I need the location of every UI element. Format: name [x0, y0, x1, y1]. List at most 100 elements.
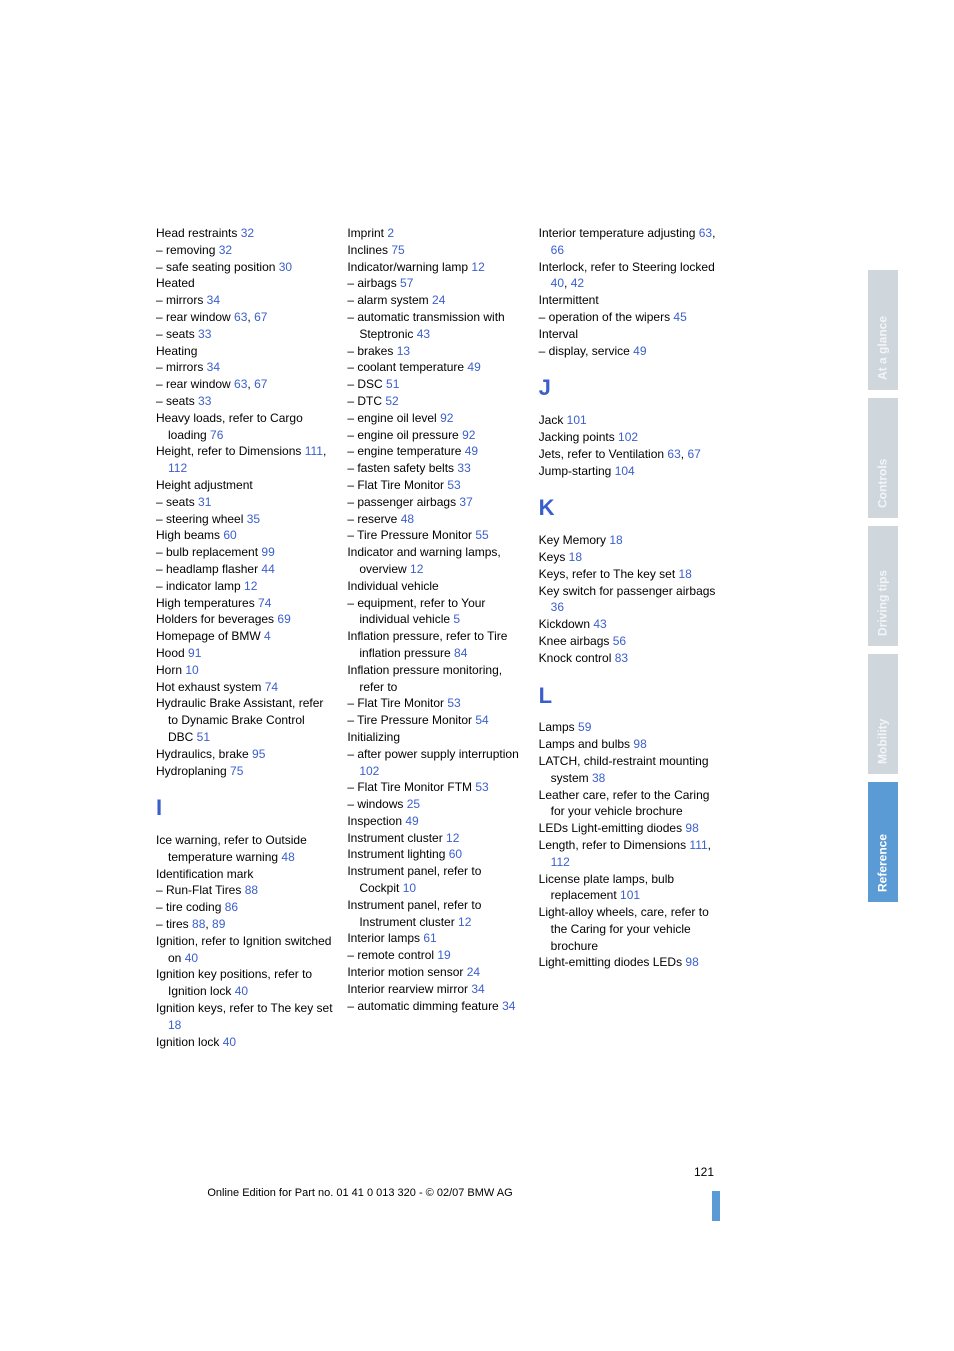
page-ref[interactable]: 52: [385, 394, 398, 408]
page-ref[interactable]: 66: [551, 243, 564, 257]
page-ref[interactable]: 53: [447, 696, 460, 710]
page-ref[interactable]: 98: [633, 737, 646, 751]
page-ref[interactable]: 67: [254, 310, 267, 324]
page-ref[interactable]: 63: [234, 310, 247, 324]
page-ref[interactable]: 43: [593, 617, 606, 631]
page-ref[interactable]: 49: [405, 814, 418, 828]
page-ref[interactable]: 112: [551, 855, 570, 869]
page-ref[interactable]: 18: [168, 1018, 181, 1032]
page-ref[interactable]: 111: [689, 838, 707, 852]
page-ref[interactable]: 32: [219, 243, 232, 257]
page-ref[interactable]: 34: [502, 999, 515, 1013]
page-ref[interactable]: 12: [471, 260, 484, 274]
page-ref[interactable]: 35: [247, 512, 260, 526]
page-ref[interactable]: 18: [609, 533, 622, 547]
page-ref[interactable]: 12: [458, 915, 471, 929]
page-ref[interactable]: 5: [453, 612, 460, 626]
page-ref[interactable]: 2: [387, 226, 394, 240]
page-ref[interactable]: 19: [437, 948, 450, 962]
page-ref[interactable]: 40: [551, 276, 564, 290]
page-ref[interactable]: 91: [188, 646, 201, 660]
page-ref[interactable]: 25: [407, 797, 420, 811]
page-ref[interactable]: 102: [359, 764, 379, 778]
page-ref[interactable]: 86: [225, 900, 238, 914]
section-tab[interactable]: Driving tips: [868, 526, 898, 646]
page-ref[interactable]: 55: [475, 528, 488, 542]
page-ref[interactable]: 53: [447, 478, 460, 492]
page-ref[interactable]: 45: [673, 310, 686, 324]
page-ref[interactable]: 40: [235, 984, 248, 998]
page-ref[interactable]: 48: [401, 512, 414, 526]
page-ref[interactable]: 18: [569, 550, 582, 564]
page-ref[interactable]: 74: [265, 680, 278, 694]
page-ref[interactable]: 40: [185, 951, 198, 965]
page-ref[interactable]: 49: [467, 360, 480, 374]
page-ref[interactable]: 84: [454, 646, 467, 660]
page-ref[interactable]: 43: [417, 327, 430, 341]
page-ref[interactable]: 92: [462, 428, 475, 442]
page-ref[interactable]: 69: [277, 612, 290, 626]
page-ref[interactable]: 95: [252, 747, 265, 761]
page-ref[interactable]: 98: [685, 955, 698, 969]
page-ref[interactable]: 33: [198, 327, 211, 341]
page-ref[interactable]: 31: [198, 495, 211, 509]
page-ref[interactable]: 4: [264, 629, 271, 643]
page-ref[interactable]: 60: [449, 847, 462, 861]
page-ref[interactable]: 34: [207, 360, 220, 374]
page-ref[interactable]: 48: [281, 850, 294, 864]
page-ref[interactable]: 33: [198, 394, 211, 408]
page-ref[interactable]: 104: [615, 464, 635, 478]
page-ref[interactable]: 34: [207, 293, 220, 307]
page-ref[interactable]: 13: [397, 344, 410, 358]
page-ref[interactable]: 75: [391, 243, 404, 257]
page-ref[interactable]: 12: [244, 579, 257, 593]
page-ref[interactable]: 76: [210, 428, 223, 442]
page-ref[interactable]: 60: [223, 528, 236, 542]
page-ref[interactable]: 102: [618, 430, 638, 444]
page-ref[interactable]: 51: [386, 377, 399, 391]
page-ref[interactable]: 101: [620, 888, 640, 902]
page-ref[interactable]: 49: [465, 444, 478, 458]
page-ref[interactable]: 42: [571, 276, 584, 290]
page-ref[interactable]: 74: [258, 596, 271, 610]
page-ref[interactable]: 40: [223, 1035, 236, 1049]
page-ref[interactable]: 10: [403, 881, 416, 895]
page-ref[interactable]: 88: [192, 917, 205, 931]
page-ref[interactable]: 49: [633, 344, 646, 358]
page-ref[interactable]: 30: [279, 260, 292, 274]
section-tab[interactable]: Controls: [868, 398, 898, 518]
page-ref[interactable]: 75: [230, 764, 243, 778]
page-ref[interactable]: 53: [475, 780, 488, 794]
page-ref[interactable]: 18: [679, 567, 692, 581]
page-ref[interactable]: 24: [432, 293, 445, 307]
page-ref[interactable]: 111: [305, 444, 323, 458]
page-ref[interactable]: 67: [254, 377, 267, 391]
page-ref[interactable]: 61: [423, 931, 436, 945]
page-ref[interactable]: 12: [446, 831, 459, 845]
page-ref[interactable]: 88: [245, 883, 258, 897]
page-ref[interactable]: 33: [457, 461, 470, 475]
page-ref[interactable]: 32: [241, 226, 254, 240]
page-ref[interactable]: 51: [197, 730, 210, 744]
page-ref[interactable]: 63: [667, 447, 680, 461]
page-ref[interactable]: 34: [471, 982, 484, 996]
page-ref[interactable]: 101: [567, 413, 587, 427]
page-ref[interactable]: 63: [699, 226, 712, 240]
page-ref[interactable]: 57: [400, 276, 413, 290]
page-ref[interactable]: 83: [615, 651, 628, 665]
page-ref[interactable]: 99: [261, 545, 274, 559]
section-tab[interactable]: Mobility: [868, 654, 898, 774]
page-ref[interactable]: 63: [234, 377, 247, 391]
page-ref[interactable]: 10: [185, 663, 198, 677]
page-ref[interactable]: 54: [475, 713, 488, 727]
page-ref[interactable]: 59: [578, 720, 591, 734]
page-ref[interactable]: 12: [410, 562, 423, 576]
page-ref[interactable]: 38: [592, 771, 605, 785]
section-tab[interactable]: At a glance: [868, 270, 898, 390]
page-ref[interactable]: 44: [261, 562, 274, 576]
page-ref[interactable]: 67: [687, 447, 700, 461]
page-ref[interactable]: 56: [613, 634, 626, 648]
page-ref[interactable]: 37: [459, 495, 472, 509]
page-ref[interactable]: 112: [168, 461, 187, 475]
page-ref[interactable]: 92: [440, 411, 453, 425]
